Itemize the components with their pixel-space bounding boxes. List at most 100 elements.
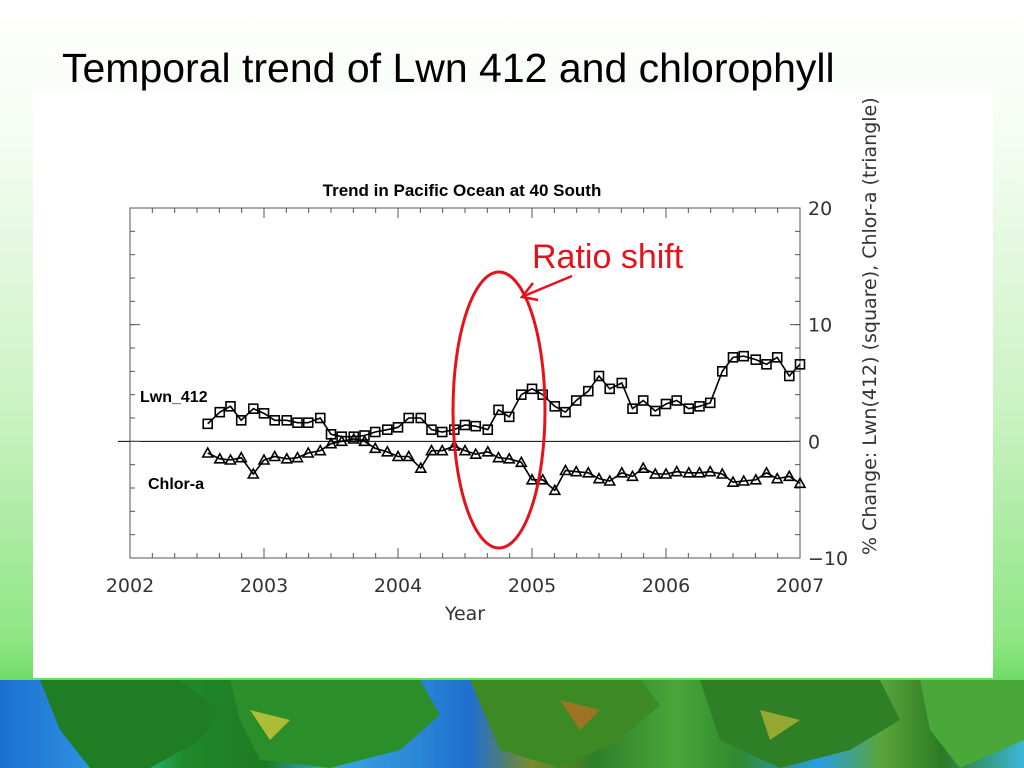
- x-tick-label: 2006: [642, 575, 690, 597]
- triangle-point: [548, 483, 562, 496]
- ocean-color-map-image: [0, 680, 1024, 768]
- triangle-point: [425, 444, 438, 456]
- triangle-point: [347, 432, 361, 444]
- square-point: [660, 398, 672, 410]
- ratio-shift-ellipse: [451, 270, 547, 550]
- map-landmasses: [40, 680, 1024, 768]
- square-point: [616, 377, 628, 389]
- triangle-point: [715, 467, 729, 479]
- triangle-point: [268, 449, 282, 462]
- square-point: [381, 424, 393, 435]
- y-axis-label: % Change: Lwn(412) (square), Chlor-a (tr…: [859, 97, 881, 555]
- series-label-chlor: Chlor-a: [148, 476, 204, 493]
- chart-title: Trend in Pacific Ocean at 40 South: [323, 181, 602, 200]
- square-point: [649, 405, 661, 417]
- triangle-point: [682, 466, 696, 478]
- square-point: [526, 383, 538, 395]
- triangle-point: [324, 437, 338, 449]
- triangle-point: [770, 472, 784, 484]
- triangle-point: [737, 474, 751, 486]
- square-point: [716, 366, 728, 377]
- square-point: [738, 350, 750, 362]
- square-point: [761, 359, 772, 370]
- square-point: [314, 412, 326, 424]
- square-point: [369, 426, 381, 438]
- triangle-point: [435, 444, 449, 456]
- triangle-point: [703, 465, 717, 477]
- square-point: [593, 370, 605, 382]
- triangle-point: [525, 473, 539, 485]
- triangle-point: [301, 446, 315, 458]
- x-tick-label: 2007: [776, 575, 824, 597]
- triangle-point: [280, 452, 294, 464]
- triangle-point: [581, 466, 595, 478]
- triangle-point: [469, 447, 483, 459]
- triangle-point: [626, 469, 639, 482]
- triangle-point: [402, 449, 416, 462]
- square-point: [637, 395, 649, 406]
- ratio-shift-arrow: [523, 274, 573, 298]
- triangle-point: [659, 467, 673, 479]
- square-point: [348, 431, 360, 442]
- triangle-point: [569, 465, 583, 477]
- triangle-point: [224, 453, 237, 465]
- square-point: [269, 415, 281, 426]
- square-point: [582, 385, 594, 397]
- ratio-shift-annotation: Ratio shift: [451, 238, 684, 550]
- square-point: [627, 403, 638, 414]
- square-point: [570, 395, 582, 406]
- square-point: [470, 420, 482, 432]
- triangle-point: [213, 452, 227, 464]
- y-tick-label: −10: [808, 548, 848, 570]
- x-tick-label: 2005: [508, 575, 556, 597]
- triangle-point: [257, 453, 271, 465]
- x-tick-label: 2004: [374, 575, 422, 597]
- series-line-triangle: [207, 438, 801, 492]
- y-tick-label: 20: [808, 198, 832, 220]
- square-point: [750, 354, 762, 365]
- square-point: [549, 401, 561, 412]
- triangle-point: [414, 461, 428, 473]
- triangle-point: [782, 469, 796, 482]
- x-tick-label: 2003: [240, 575, 288, 597]
- square-point: [426, 424, 437, 435]
- square-point: [794, 359, 806, 370]
- triangle-point: [670, 465, 684, 477]
- square-point: [671, 395, 683, 406]
- y-tick-label: 10: [808, 315, 832, 337]
- square-point: [727, 352, 739, 363]
- square-point: [436, 426, 448, 438]
- triangle-point: [234, 451, 248, 463]
- square-point: [560, 406, 571, 418]
- series-label-lwn: Lwn_412: [140, 389, 208, 406]
- chart-panel: [33, 92, 993, 678]
- triangle-point: [559, 463, 572, 476]
- triangle-point: [246, 467, 260, 479]
- triangle-point: [793, 476, 807, 489]
- series-layer: [201, 350, 807, 496]
- triangle-point: [615, 466, 629, 478]
- square-point: [771, 352, 783, 363]
- square-point: [537, 389, 549, 400]
- triangle-point: [514, 455, 528, 468]
- triangle-point: [749, 473, 763, 485]
- square-point: [403, 412, 415, 424]
- triangle-point: [760, 466, 773, 478]
- square-point: [694, 401, 705, 412]
- triangle-point: [636, 461, 650, 473]
- x-axis-label: Year: [444, 603, 485, 625]
- y-tick-label: 0: [808, 431, 820, 453]
- triangle-point: [291, 451, 304, 463]
- square-point: [302, 417, 314, 428]
- square-point: [281, 415, 293, 426]
- triangle-point: [726, 475, 740, 487]
- triangle-point: [335, 434, 349, 447]
- square-point: [292, 417, 303, 428]
- triangle-point: [481, 445, 495, 457]
- triangle-point: [603, 474, 617, 486]
- square-point: [783, 370, 795, 382]
- square-point: [683, 403, 695, 414]
- square-point: [258, 408, 270, 419]
- triangle-point: [458, 444, 472, 456]
- triangle-point: [313, 444, 327, 456]
